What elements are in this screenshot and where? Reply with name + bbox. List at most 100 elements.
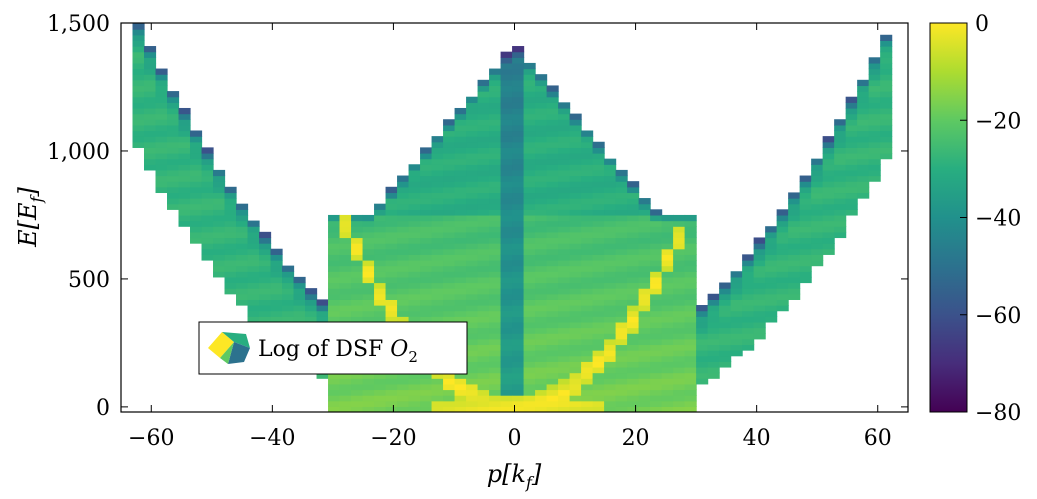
heatmap-cell bbox=[420, 276, 433, 284]
heatmap-cell bbox=[385, 254, 398, 261]
heatmap-cell bbox=[638, 310, 651, 317]
heatmap-cell bbox=[592, 192, 605, 199]
heatmap-cell bbox=[362, 254, 375, 261]
heatmap-cell bbox=[604, 243, 617, 250]
heatmap-cell bbox=[558, 209, 571, 216]
heatmap-cell bbox=[236, 237, 249, 244]
heatmap-cell bbox=[592, 372, 605, 379]
heatmap-cell bbox=[523, 107, 536, 115]
heatmap-cell bbox=[523, 299, 536, 306]
heatmap-cell bbox=[742, 254, 755, 261]
heatmap-cell bbox=[362, 237, 375, 244]
heatmap-cell bbox=[535, 214, 548, 222]
heatmap-cell bbox=[351, 293, 364, 300]
heatmap-cell bbox=[730, 310, 743, 317]
heatmap-cell bbox=[466, 107, 479, 115]
heatmap-cell bbox=[546, 96, 559, 103]
heatmap-cell bbox=[627, 378, 640, 385]
heatmap-cell bbox=[535, 136, 548, 143]
heatmap-cell bbox=[857, 79, 870, 87]
heatmap-cell bbox=[569, 383, 582, 391]
heatmap-cell bbox=[351, 395, 364, 402]
heatmap-cell bbox=[466, 344, 479, 351]
heatmap-cell bbox=[581, 400, 594, 407]
heatmap-cell bbox=[535, 305, 548, 312]
heatmap-cell bbox=[489, 406, 502, 412]
heatmap-cell bbox=[558, 406, 571, 412]
heatmap-cell bbox=[765, 265, 778, 272]
heatmap-cell bbox=[673, 254, 686, 261]
heatmap-cell bbox=[581, 220, 594, 227]
heatmap-cell bbox=[443, 254, 456, 261]
heatmap-cell bbox=[477, 141, 490, 148]
heatmap-cell bbox=[742, 327, 755, 334]
heatmap-cell bbox=[512, 198, 525, 205]
heatmap-cell bbox=[489, 389, 502, 396]
heatmap-cell bbox=[282, 271, 295, 278]
heatmap-cell bbox=[730, 305, 743, 312]
heatmap-cell bbox=[650, 248, 663, 255]
heatmap-cell bbox=[638, 389, 651, 396]
heatmap-cell bbox=[845, 96, 858, 103]
heatmap-cell bbox=[569, 288, 582, 295]
heatmap-cell bbox=[500, 198, 513, 205]
heatmap-cell bbox=[178, 164, 191, 171]
heatmap-cell bbox=[466, 400, 479, 407]
heatmap-cell bbox=[592, 147, 605, 154]
heatmap-cell bbox=[558, 259, 571, 267]
heatmap-cell bbox=[650, 395, 663, 402]
heatmap-cell bbox=[535, 209, 548, 216]
heatmap-cell bbox=[385, 378, 398, 385]
heatmap-cell bbox=[776, 214, 789, 222]
heatmap-cell bbox=[638, 344, 651, 351]
heatmap-cell bbox=[788, 265, 801, 272]
heatmap-cell bbox=[627, 220, 640, 227]
heatmap-cell bbox=[397, 372, 410, 379]
heatmap-cell bbox=[443, 181, 456, 188]
heatmap-cell bbox=[431, 153, 444, 160]
heatmap-cell bbox=[546, 378, 559, 385]
heatmap-cell bbox=[132, 102, 145, 109]
heatmap-cell bbox=[592, 186, 605, 194]
heatmap-cell bbox=[615, 231, 628, 239]
heatmap-cell bbox=[592, 366, 605, 374]
heatmap-cell bbox=[213, 209, 226, 216]
colorbar: 0−20−40−60−80 bbox=[929, 12, 1021, 426]
heatmap-cell bbox=[857, 130, 870, 137]
heatmap-cell bbox=[512, 350, 525, 357]
heatmap-cell bbox=[431, 220, 444, 227]
heatmap-cell bbox=[834, 175, 847, 182]
legend-swatch-icon bbox=[208, 332, 250, 364]
heatmap-cell bbox=[270, 299, 283, 306]
heatmap-cell bbox=[615, 344, 628, 351]
heatmap-cell bbox=[385, 198, 398, 205]
heatmap-cell bbox=[834, 192, 847, 199]
heatmap-cell bbox=[592, 265, 605, 272]
heatmap-cell bbox=[431, 169, 444, 177]
heatmap-cell bbox=[558, 113, 571, 120]
heatmap-cell bbox=[535, 338, 548, 346]
heatmap-cell bbox=[477, 248, 490, 255]
heatmap-cell bbox=[581, 299, 594, 306]
heatmap-cell bbox=[282, 293, 295, 300]
heatmap-cell bbox=[339, 305, 352, 312]
heatmap-cell bbox=[443, 372, 456, 379]
heatmap-cell bbox=[328, 288, 341, 295]
heatmap-cell bbox=[592, 406, 605, 412]
heatmap-cell bbox=[811, 231, 824, 239]
heatmap-cell bbox=[523, 243, 536, 250]
heatmap-cell bbox=[638, 282, 651, 289]
heatmap-cell bbox=[822, 231, 835, 239]
heatmap-cell bbox=[500, 276, 513, 284]
heatmap-cell bbox=[224, 276, 237, 284]
heatmap-cell bbox=[811, 214, 824, 222]
heatmap-cell bbox=[523, 209, 536, 216]
heatmap-cell bbox=[868, 91, 881, 98]
heatmap-cell bbox=[546, 288, 559, 295]
heatmap-cell bbox=[431, 305, 444, 312]
heatmap-cell bbox=[178, 192, 191, 199]
heatmap-cell bbox=[512, 102, 525, 109]
heatmap-cell bbox=[466, 102, 479, 109]
heatmap-cell bbox=[420, 192, 433, 199]
heatmap-cell bbox=[546, 400, 559, 407]
